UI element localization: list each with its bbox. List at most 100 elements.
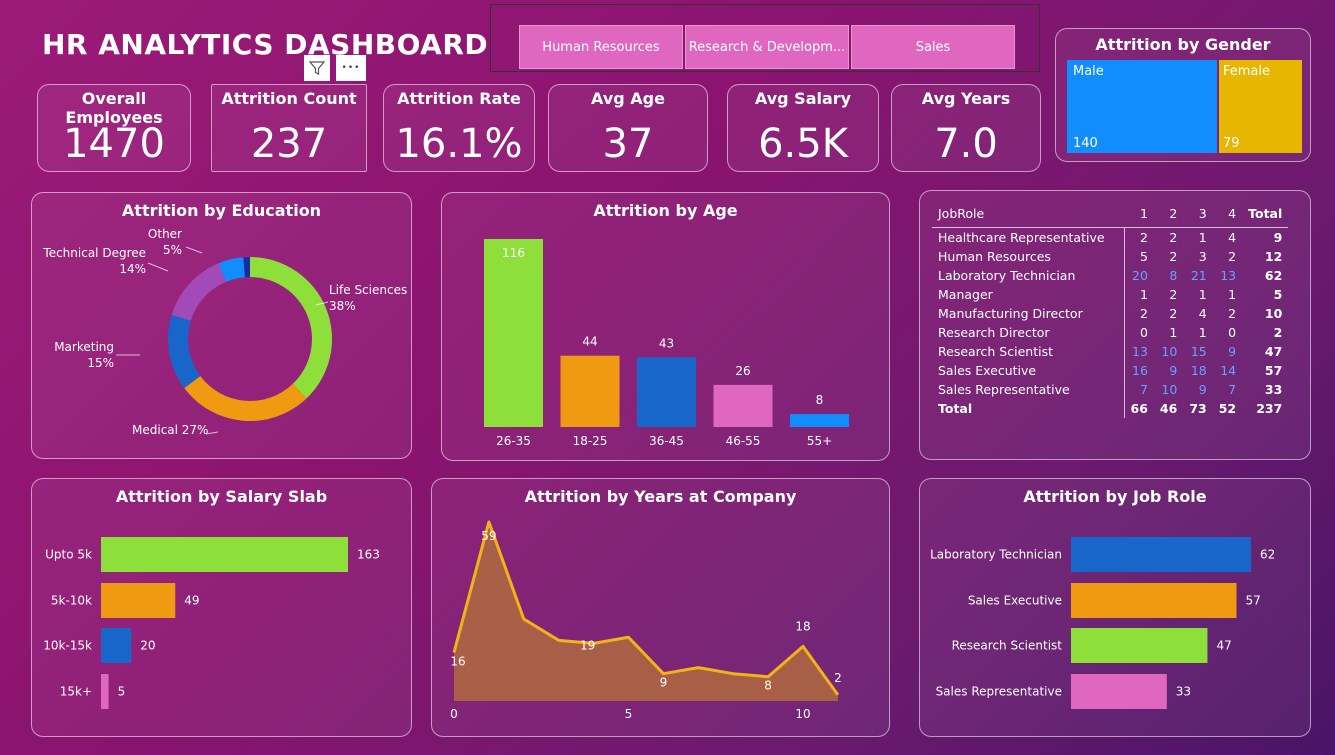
leader-line — [205, 431, 219, 435]
matrix-row[interactable]: Sales Executive 16 9 18 14 57 — [932, 360, 1288, 380]
matrix-cell: 2 — [1169, 248, 1178, 264]
matrix-cell: 1 — [1198, 286, 1207, 302]
row-total: 47 — [1264, 343, 1283, 359]
matrix-cell: 7 — [1228, 381, 1237, 397]
data-label: 26 — [735, 364, 750, 378]
row-total: 237 — [1256, 400, 1283, 416]
salary-bar — [101, 537, 348, 572]
row-label: Sales Representative — [938, 381, 1070, 397]
kpi-avg-years: Avg Years 7.0 — [891, 84, 1041, 172]
matrix-cell: 2 — [1169, 229, 1178, 245]
filter-icon[interactable] — [304, 55, 330, 81]
matrix-row[interactable]: Manufacturing Director 2 2 4 2 10 — [932, 303, 1288, 323]
data-label: 116 — [502, 246, 525, 260]
kpi-label: Overall Employees — [65, 89, 163, 127]
data-label: 20 — [140, 639, 155, 653]
point-label: 18 — [795, 619, 810, 633]
point-label: 16 — [450, 654, 465, 668]
donut-slice — [171, 263, 227, 321]
matrix-cell: 1 — [1169, 324, 1178, 340]
salary-bar — [101, 628, 132, 663]
row-total: 33 — [1264, 381, 1283, 397]
kpi-attrition-count: Attrition Count 237 — [211, 84, 367, 172]
tick-label: 26-35 — [496, 434, 531, 448]
slice-label: 15% — [87, 356, 114, 370]
matrix-row[interactable]: Sales Representative 7 10 9 7 33 — [932, 379, 1288, 399]
years-area-chart: 16 59 19 9 8 18 2 0 5 10 — [450, 520, 842, 721]
kpi-label: Avg Age — [591, 89, 665, 108]
slice-label: Medical 27% — [132, 423, 208, 437]
row-label: Human Resources — [938, 248, 1051, 264]
matrix-cell: 21 — [1190, 267, 1207, 283]
jobrole-bar — [1071, 537, 1251, 572]
row-total: 62 — [1264, 267, 1283, 283]
age-bar — [637, 357, 696, 427]
matrix-row[interactable]: Laboratory Technician 20 8 21 13 62 — [932, 265, 1288, 285]
tick-label: 0 — [450, 707, 458, 721]
attrition-by-education-card: Attrition by Education Life Sciences 38% M… — [31, 192, 412, 459]
card-title: Attrition by Years at Company — [524, 487, 797, 506]
tick-label: Sales Representative — [936, 685, 1062, 699]
tick-label: 5 — [625, 707, 633, 721]
matrix-cell: 1 — [1198, 324, 1207, 340]
salary-bar — [101, 583, 176, 618]
gender-tile-male[interactable]: Male 140 — [1067, 60, 1217, 153]
column-header: 1 — [1139, 206, 1148, 222]
matrix-row[interactable]: Healthcare Representative 2 2 1 4 9 — [932, 227, 1289, 247]
tick-label: 10 — [795, 707, 810, 721]
row-label: Total — [938, 400, 973, 416]
more-options-button[interactable]: ••• — [336, 55, 366, 81]
salary-bar — [101, 674, 109, 709]
data-label: 33 — [1176, 685, 1191, 699]
age-bar — [484, 239, 543, 427]
row-total: 5 — [1273, 286, 1283, 302]
column-header: JobRole — [938, 206, 985, 222]
attrition-by-age-card: Attrition by Age 116 26-35 44 18-25 43 36-45 2… — [441, 192, 890, 461]
jobrole-matrix-table: JobRole 1 2 3 4 Total Healthcare Representativ… — [932, 201, 1289, 418]
jobrole-bar-chart: 62 Laboratory Technician 57 Sales Executive… — [930, 537, 1275, 709]
matrix-row[interactable]: Research Scientist 13 10 15 9 47 — [932, 341, 1288, 361]
slice-label: Other — [148, 227, 182, 241]
slicer-sales[interactable]: Sales — [851, 25, 1015, 69]
tick-label: Laboratory Technician — [930, 548, 1062, 562]
row-label: Laboratory Technician — [938, 267, 1076, 283]
tile-value: 140 — [1073, 136, 1098, 151]
kpi-value: 1470 — [63, 121, 165, 167]
dashboard-title: HR ANALYTICS DASHBOARD — [42, 28, 489, 61]
donut-slice — [218, 257, 245, 282]
donut-slice — [243, 257, 250, 278]
card-title: Attrition by Education — [121, 201, 322, 220]
leader-line — [147, 262, 169, 272]
slice-label: Life Sciences — [329, 283, 407, 297]
matrix-row[interactable]: Human Resources 5 2 3 2 12 — [932, 246, 1288, 266]
row-label: Research Director — [938, 324, 1050, 340]
point-label: 19 — [580, 638, 595, 652]
slice-label: Marketing — [54, 340, 114, 354]
kpi-label: Attrition Rate — [397, 89, 521, 108]
kpi-value: 237 — [250, 121, 328, 167]
leader-line — [315, 301, 329, 306]
matrix-cell: 16 — [1123, 360, 1154, 380]
matrix-total-row: Total 66 46 73 52 237 — [932, 398, 1288, 418]
area-line — [452, 520, 840, 696]
row-total: 12 — [1264, 248, 1283, 264]
tick-label: 15k+ — [60, 685, 92, 699]
kpi-value: 7.0 — [934, 121, 998, 167]
matrix-cell: 8 — [1169, 267, 1178, 283]
slicer-human-resources[interactable]: Human Resources — [519, 25, 683, 69]
attrition-by-gender-card: Attrition by Gender Male 140 Female 79 — [1055, 28, 1311, 162]
matrix-cell: 10 — [1161, 381, 1178, 397]
card-title: Attrition by Age — [593, 201, 738, 220]
matrix-row[interactable]: Research Director 0 1 1 0 2 — [932, 322, 1288, 342]
point-label: 2 — [834, 671, 842, 685]
column-header: 3 — [1198, 206, 1207, 222]
slicer-research-development[interactable]: Research & Developm... — [685, 25, 849, 69]
matrix-row[interactable]: Manager 1 2 1 1 5 — [932, 284, 1288, 304]
data-label: 163 — [357, 548, 380, 562]
gender-tile-female[interactable]: Female 79 — [1219, 60, 1302, 153]
donut-slice — [184, 376, 307, 421]
matrix-cell: 10 — [1161, 343, 1178, 359]
matrix-cell: 7 — [1123, 379, 1154, 399]
kpi-avg-age: Avg Age 37 — [548, 84, 708, 172]
